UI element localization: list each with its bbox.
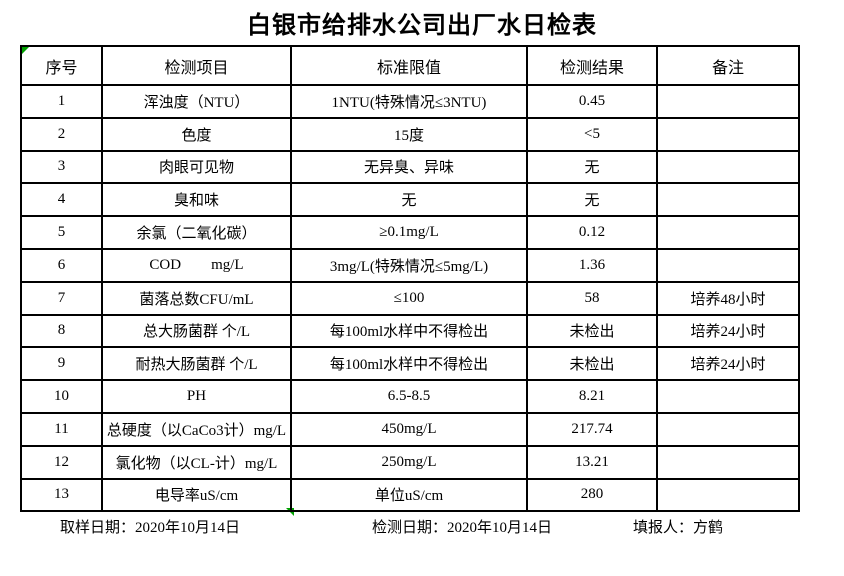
cell-result: 13.21 bbox=[526, 444, 658, 480]
cell-item: 氯化物（以CL-计）mg/L bbox=[101, 444, 292, 480]
col-header-standard: 标准限值 bbox=[290, 45, 528, 86]
cell-standard: 无异臭、异味 bbox=[290, 149, 528, 185]
cell-item: 耐热大肠菌群 个/L bbox=[101, 346, 292, 382]
cell-result: 1.36 bbox=[526, 247, 658, 283]
cell-remark bbox=[656, 215, 800, 250]
cell-item: 肉眼可见物 bbox=[101, 149, 292, 185]
cell-no: 3 bbox=[20, 149, 103, 185]
cell-item: PH bbox=[101, 379, 292, 414]
cell-remark bbox=[656, 116, 800, 152]
cell-result: 8.21 bbox=[526, 379, 658, 414]
cell-no: 5 bbox=[20, 215, 103, 250]
cell-standard: 3mg/L(特殊情况≤5mg/L) bbox=[290, 247, 528, 283]
cell-no: 10 bbox=[20, 379, 103, 414]
cell-item: COD mg/L bbox=[101, 247, 292, 283]
cell-standard: 1NTU(特殊情况≤3NTU) bbox=[290, 84, 528, 119]
table-row: 13 电导率uS/cm 单位uS/cm 280 bbox=[20, 477, 800, 513]
cell-result: 未检出 bbox=[526, 313, 658, 349]
cell-no: 6 bbox=[20, 247, 103, 283]
cell-result: 0.12 bbox=[526, 215, 658, 250]
inspection-table: 序号 检测项目 标准限值 检测结果 备注 1 浑浊度（NTU） 1NTU(特殊情… bbox=[20, 45, 800, 513]
cell-no: 4 bbox=[20, 182, 103, 218]
cell-no: 13 bbox=[20, 477, 103, 513]
cell-no: 8 bbox=[20, 313, 103, 349]
cell-standard: 6.5-8.5 bbox=[290, 379, 528, 414]
cell-standard: 250mg/L bbox=[290, 444, 528, 480]
cell-standard: 15度 bbox=[290, 116, 528, 152]
cell-standard: 每100ml水样中不得检出 bbox=[290, 346, 528, 382]
cell-result: 无 bbox=[526, 182, 658, 218]
table-row: 2 色度 15度 <5 bbox=[20, 116, 800, 152]
col-header-item: 检测项目 bbox=[101, 45, 292, 86]
table-row: 12 氯化物（以CL-计）mg/L 250mg/L 13.21 bbox=[20, 444, 800, 480]
cell-remark bbox=[656, 444, 800, 480]
page-title: 白银市给排水公司出厂水日检表 bbox=[247, 13, 597, 39]
cell-item: 菌落总数CFU/mL bbox=[101, 280, 292, 316]
table-row: 4 臭和味 无 无 bbox=[20, 182, 800, 218]
cell-remark bbox=[656, 379, 800, 414]
table-header-row: 序号 检测项目 标准限值 检测结果 备注 bbox=[20, 45, 800, 86]
cell-no: 12 bbox=[20, 444, 103, 480]
cell-result: <5 bbox=[526, 116, 658, 152]
cell-remark bbox=[656, 84, 800, 119]
cell-remark: 培养48小时 bbox=[656, 280, 800, 316]
cell-remark bbox=[656, 247, 800, 283]
cell-result: 217.74 bbox=[526, 411, 658, 447]
cell-remark bbox=[656, 182, 800, 218]
cell-no: 9 bbox=[20, 346, 103, 382]
cell-item: 浑浊度（NTU） bbox=[101, 84, 292, 119]
table-row: 8 总大肠菌群 个/L 每100ml水样中不得检出 未检出 培养24小时 bbox=[20, 313, 800, 349]
cell-result: 无 bbox=[526, 149, 658, 185]
table-row: 6 COD mg/L 3mg/L(特殊情况≤5mg/L) 1.36 bbox=[20, 247, 800, 283]
cell-item: 电导率uS/cm bbox=[101, 477, 292, 513]
cell-standard: 450mg/L bbox=[290, 411, 528, 447]
reporter: 填报人：方鹤 bbox=[633, 520, 724, 536]
cell-result: 280 bbox=[526, 477, 658, 513]
cell-no: 2 bbox=[20, 116, 103, 152]
cell-standard: 单位uS/cm bbox=[290, 477, 528, 513]
cell-standard: ≤100 bbox=[290, 280, 528, 316]
cell-remark bbox=[656, 477, 800, 513]
cell-item: 总硬度（以CaCo3计）mg/L bbox=[101, 411, 292, 447]
cell-remark bbox=[656, 411, 800, 447]
cell-result: 未检出 bbox=[526, 346, 658, 382]
cell-standard: 每100ml水样中不得检出 bbox=[290, 313, 528, 349]
col-header-result: 检测结果 bbox=[526, 45, 658, 86]
cell-remark bbox=[656, 149, 800, 185]
table-row: 10 PH 6.5-8.5 8.21 bbox=[20, 379, 800, 414]
test-date: 检测日期：2020年10月14日 bbox=[372, 520, 553, 536]
cell-item: 臭和味 bbox=[101, 182, 292, 218]
cell-remark: 培养24小时 bbox=[656, 313, 800, 349]
cell-result: 0.45 bbox=[526, 84, 658, 119]
col-header-no: 序号 bbox=[20, 45, 103, 86]
table-row: 7 菌落总数CFU/mL ≤100 58 培养48小时 bbox=[20, 280, 800, 316]
cell-item: 总大肠菌群 个/L bbox=[101, 313, 292, 349]
cell-no: 11 bbox=[20, 411, 103, 447]
cell-item: 余氯（二氧化碳） bbox=[101, 215, 292, 250]
col-header-remark: 备注 bbox=[656, 45, 800, 86]
table-row: 5 余氯（二氧化碳） ≥0.1mg/L 0.12 bbox=[20, 215, 800, 250]
excel-bottom-marker-icon bbox=[286, 508, 294, 516]
cell-result: 58 bbox=[526, 280, 658, 316]
cell-no: 1 bbox=[20, 84, 103, 119]
table-row: 11 总硬度（以CaCo3计）mg/L 450mg/L 217.74 bbox=[20, 411, 800, 447]
cell-remark: 培养24小时 bbox=[656, 346, 800, 382]
table-row: 9 耐热大肠菌群 个/L 每100ml水样中不得检出 未检出 培养24小时 bbox=[20, 346, 800, 382]
cell-standard: 无 bbox=[290, 182, 528, 218]
table-row: 3 肉眼可见物 无异臭、异味 无 bbox=[20, 149, 800, 185]
sampling-date: 取样日期：2020年10月14日 bbox=[60, 520, 241, 536]
cell-item: 色度 bbox=[101, 116, 292, 152]
cell-no: 7 bbox=[20, 280, 103, 316]
table-row: 1 浑浊度（NTU） 1NTU(特殊情况≤3NTU) 0.45 bbox=[20, 84, 800, 119]
cell-standard: ≥0.1mg/L bbox=[290, 215, 528, 250]
